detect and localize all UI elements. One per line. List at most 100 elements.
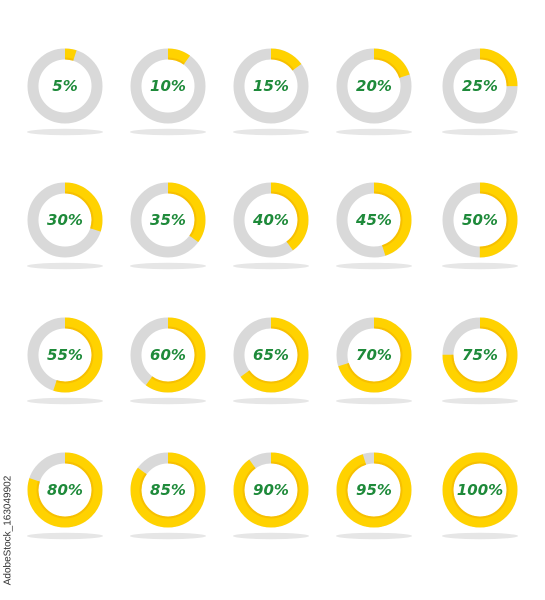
ring-progress-edge [242,57,300,115]
progress-ring-100: 100% [442,452,518,540]
ring-shadow [233,532,309,540]
ring-label: 45% [355,211,392,229]
ring-label: 75% [462,346,498,364]
ring-shadow [27,128,103,136]
ring-progress-edge [36,326,94,384]
ring-progress-edge [242,191,300,249]
ring-progress-edge [345,461,403,519]
ring-label: 100% [457,481,503,499]
ring-label: 95% [356,481,392,499]
progress-ring-10: 10% [130,48,206,136]
progress-ring-65: 65% [233,317,309,405]
progress-ring-25: 25% [442,48,518,136]
progress-ring-15: 15% [233,48,309,136]
progress-ring-85: 85% [130,452,206,540]
ring-label: 65% [253,346,289,364]
ring-label: 85% [150,481,186,499]
ring-progress-edge [345,191,403,249]
ring-progress-arc [336,317,412,393]
progress-ring-45: 45% [336,182,412,270]
ring-label: 55% [47,346,83,364]
ring-progress-edge [242,326,300,384]
progress-ring-90: 90% [233,452,309,540]
progress-ring-50: 50% [442,182,518,270]
ring-label: 60% [150,346,186,364]
ring-progress-arc [130,48,206,124]
ring-progress-edge [451,57,509,115]
ring-shadow [336,532,412,540]
ring-shadow [233,262,309,270]
ring-progress-edge [451,326,509,384]
ring-progress-edge [451,461,509,519]
ring-label: 15% [253,77,289,95]
ring-shadow [130,397,206,405]
ring-shadow [233,128,309,136]
progress-ring-80: 80% [27,452,103,540]
ring-progress-arc [27,182,103,258]
ring-shadow [130,262,206,270]
ring-progress-edge [139,57,197,115]
ring-progress-arc [130,317,206,393]
ring-label: 40% [252,211,289,229]
ring-shadow [27,532,103,540]
ring-label: 5% [52,77,77,95]
ring-label: 25% [462,77,498,95]
ring-label: 30% [47,211,83,229]
ring-progress-arc [442,48,518,124]
ring-progress-edge [242,461,300,519]
ring-shadow [336,128,412,136]
ring-progress-arc [233,317,309,393]
ring-progress-edge [139,461,197,519]
progress-ring-30: 30% [27,182,103,270]
ring-shadow [130,128,206,136]
ring-label: 50% [462,211,498,229]
ring-progress-arc [442,182,518,258]
ring-progress-arc [233,182,309,258]
ring-label: 20% [356,77,392,95]
ring-progress-arc [442,317,518,393]
ring-progress-arc [27,48,103,124]
ring-label: 10% [150,77,186,95]
ring-progress-arc [130,452,206,528]
ring-progress-arc [233,452,309,528]
ring-shadow [442,397,518,405]
ring-progress-arc [27,452,103,528]
ring-progress-edge [139,326,197,384]
ring-shadow [233,397,309,405]
progress-ring-70: 70% [336,317,412,405]
ring-progress-edge [345,326,403,384]
stock-id-label: AdobeStock_163049902 [2,470,14,590]
ring-progress-edge [36,57,94,115]
ring-progress-edge [36,191,94,249]
stock-id-text: AdobeStock_163049902 [2,475,14,585]
progress-ring-75: 75% [442,317,518,405]
ring-shadow [442,532,518,540]
ring-progress-arc [336,182,412,258]
ring-progress-edge [345,57,403,115]
ring-shadow [27,397,103,405]
ring-label: 80% [47,481,83,499]
ring-shadow [130,532,206,540]
ring-label: 70% [356,346,392,364]
ring-shadow [27,262,103,270]
progress-ring-55: 55% [27,317,103,405]
progress-ring-40: 40% [233,182,309,270]
progress-ring-60: 60% [130,317,206,405]
ring-progress-arc [233,48,309,124]
progress-ring-5: 5% [27,48,103,136]
ring-shadow [442,262,518,270]
ring-progress-arc [336,452,412,528]
ring-shadow [336,262,412,270]
ring-shadow [336,397,412,405]
ring-progress-arc [130,182,206,258]
ring-progress-arc [442,452,518,528]
ring-progress-edge [36,461,94,519]
ring-progress-arc [27,317,103,393]
progress-ring-95: 95% [336,452,412,540]
ring-shadow [442,128,518,136]
ring-progress-edge [139,191,197,249]
ring-progress-arc [336,48,412,124]
progress-ring-20: 20% [336,48,412,136]
ring-label: 35% [150,211,186,229]
ring-label: 90% [253,481,289,499]
